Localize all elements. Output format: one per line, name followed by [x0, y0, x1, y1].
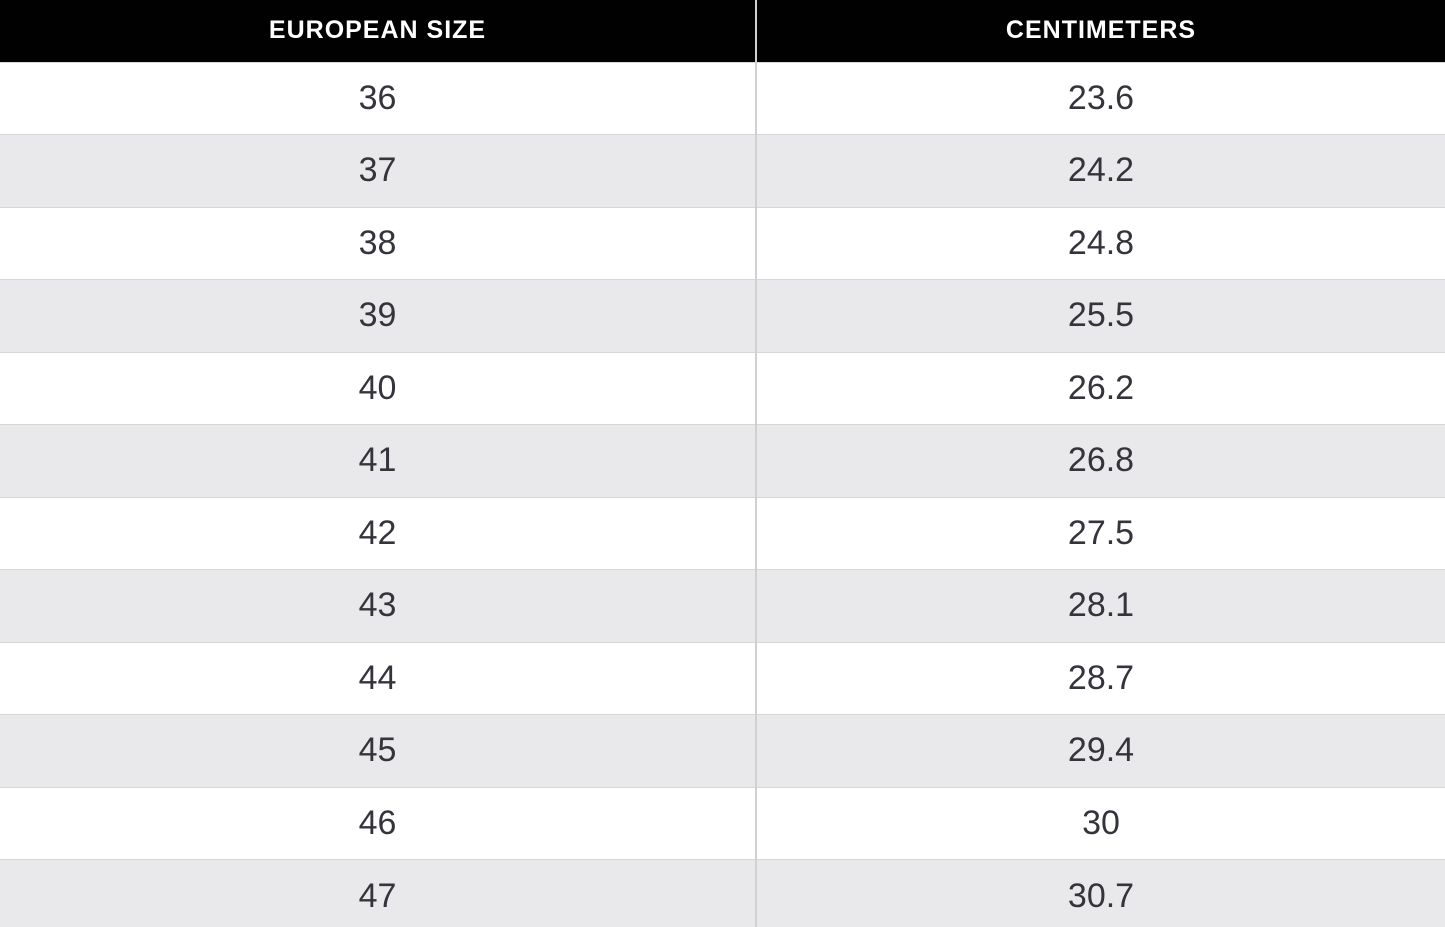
cell-european-size: 44: [0, 641, 758, 715]
cell-centimeters: 28.7: [756, 641, 1445, 715]
cell-centimeters: 24.8: [756, 206, 1445, 280]
cell-european-size: 41: [0, 424, 758, 497]
table-row: 42 27.5: [0, 496, 1445, 570]
cell-centimeters: 29.4: [756, 714, 1445, 787]
cell-european-size: 36: [0, 61, 758, 135]
table-row: 46 30: [0, 786, 1445, 860]
cell-european-size: 37: [0, 134, 758, 207]
table-row: 41 26.8: [0, 424, 1445, 497]
cell-centimeters: 27.5: [756, 496, 1445, 570]
table-row: 39 25.5: [0, 279, 1445, 352]
cell-centimeters: 26.2: [756, 351, 1445, 425]
cell-centimeters: 30: [756, 786, 1445, 860]
column-header-centimeters: CENTIMETERS: [756, 0, 1445, 62]
table-row: 45 29.4: [0, 714, 1445, 787]
table-row: 44 28.7: [0, 641, 1445, 715]
cell-european-size: 39: [0, 279, 758, 352]
column-header-european-size: EUROPEAN SIZE: [0, 0, 758, 62]
table-row: 43 28.1: [0, 569, 1445, 642]
cell-centimeters: 24.2: [756, 134, 1445, 207]
cell-centimeters: 23.6: [756, 61, 1445, 135]
cell-european-size: 40: [0, 351, 758, 425]
table-row: 36 23.6: [0, 61, 1445, 135]
table-body: 36 23.6 37 24.2 38 24.8 39 25.5 40 26.2 41 26.8 42 27…: [0, 61, 1445, 927]
header-row: EUROPEAN SIZE CENTIMETERS: [0, 0, 1445, 62]
table-row: 47 30.7: [0, 859, 1445, 927]
cell-european-size: 38: [0, 206, 758, 280]
table-row: 38 24.8: [0, 206, 1445, 280]
cell-european-size: 46: [0, 786, 758, 860]
cell-centimeters: 25.5: [756, 279, 1445, 352]
cell-centimeters: 30.7: [756, 859, 1445, 927]
cell-european-size: 47: [0, 859, 758, 927]
table-row: 37 24.2: [0, 134, 1445, 207]
cell-european-size: 43: [0, 569, 758, 642]
cell-european-size: 45: [0, 714, 758, 787]
table-header: EUROPEAN SIZE CENTIMETERS: [0, 0, 1445, 62]
cell-centimeters: 28.1: [756, 569, 1445, 642]
cell-centimeters: 26.8: [756, 424, 1445, 497]
cell-european-size: 42: [0, 496, 758, 570]
table-row: 40 26.2: [0, 351, 1445, 425]
